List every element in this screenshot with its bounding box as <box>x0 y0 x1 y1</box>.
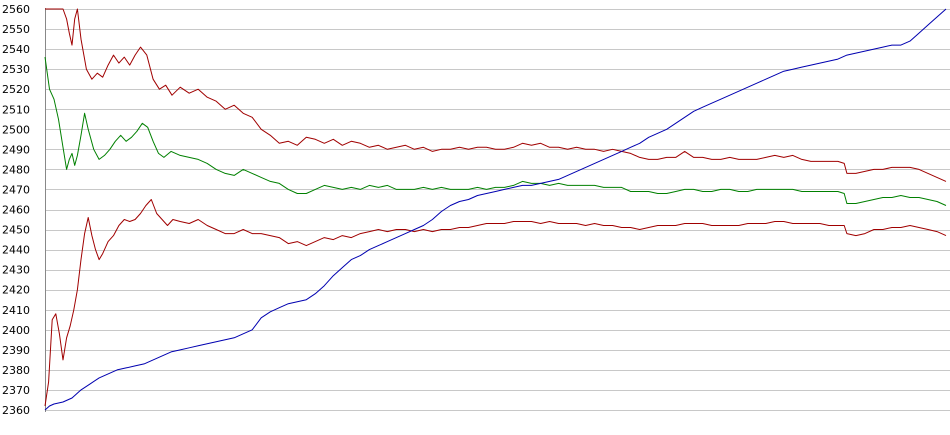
series-line-2 <box>44 57 947 206</box>
series-lines <box>44 8 947 411</box>
y-tick-label: 2550 <box>2 23 30 36</box>
y-tick-label: 2480 <box>2 163 30 176</box>
y-tick-label: 2510 <box>2 103 30 116</box>
series-line-4 <box>44 8 947 411</box>
y-tick-label: 2440 <box>2 244 30 257</box>
y-tick-label: 2530 <box>2 63 30 76</box>
series-line-3 <box>44 199 947 407</box>
y-tick-label: 2450 <box>2 224 30 237</box>
y-tick-label: 2540 <box>2 43 30 56</box>
y-tick-label: 2520 <box>2 83 30 96</box>
y-tick-label: 2470 <box>2 183 30 196</box>
y-tick-label: 2390 <box>2 344 30 357</box>
y-tick-label: 2560 <box>2 3 30 16</box>
y-tick-label: 2460 <box>2 204 30 217</box>
y-tick-label: 2360 <box>2 404 30 417</box>
series-line-1 <box>45 8 947 182</box>
gridlines <box>45 9 950 411</box>
y-tick-label: 2490 <box>2 143 30 156</box>
y-tick-label: 2400 <box>2 324 30 337</box>
y-tick-label: 2430 <box>2 264 30 277</box>
y-tick-label: 2380 <box>2 364 30 377</box>
y-tick-label: 2410 <box>2 304 30 317</box>
y-tick-label: 2420 <box>2 284 30 297</box>
y-tick-label: 2370 <box>2 384 30 397</box>
y-tick-label: 2500 <box>2 123 30 136</box>
y-tick-labels: 2560 2550 2540 2530 2520 2510 2500 2490 2480 2470… <box>2 3 30 417</box>
